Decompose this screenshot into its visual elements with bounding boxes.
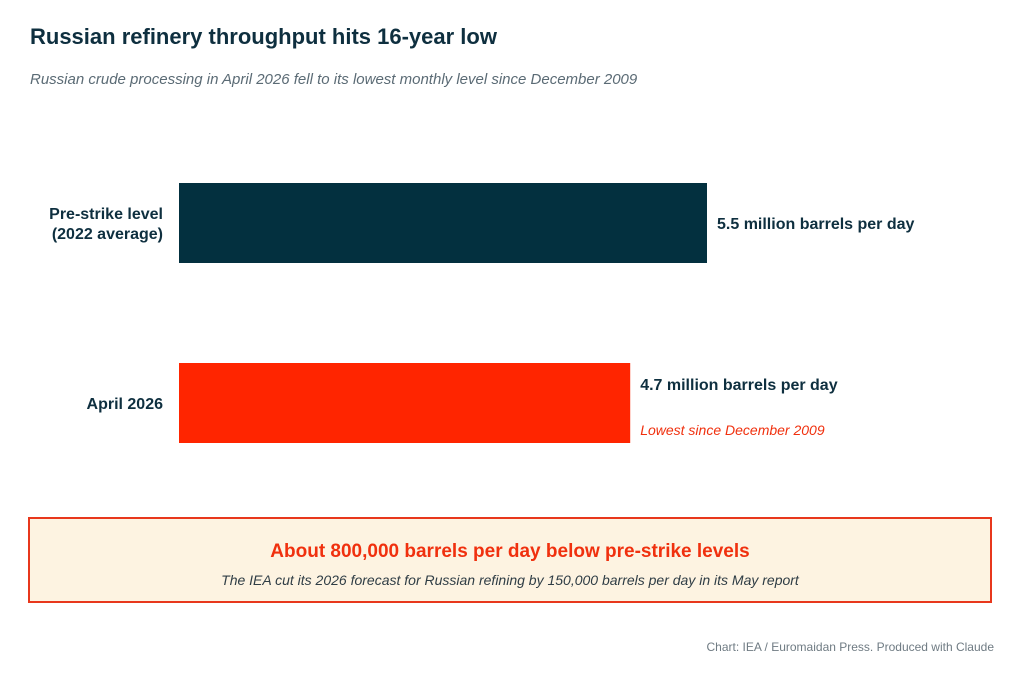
value-label: 5.5 million barrels per day: [717, 216, 915, 233]
bar: [179, 183, 707, 263]
bar: [179, 363, 631, 443]
bar-annotation: Lowest since December 2009: [640, 422, 825, 438]
chart-title: Russian refinery throughput hits 16-year…: [30, 24, 497, 49]
category-label: (2022 average): [52, 226, 163, 243]
category-label: Pre-strike level: [49, 206, 163, 223]
bar-chart: Pre-strike level (2022 average) 5.5 millio…: [49, 183, 915, 443]
category-label: April 2026: [87, 396, 164, 413]
value-label: 4.7 million barrels per day: [640, 377, 838, 394]
callout-headline: About 800,000 barrels per day below pre-…: [270, 541, 750, 562]
summary-callout: About 800,000 barrels per day below pre-…: [28, 517, 992, 603]
callout-detail: The IEA cut its 2026 forecast for Russia…: [221, 572, 799, 588]
source-note: Chart: IEA / Euromaidan Press. Produced …: [706, 640, 994, 654]
chart-subtitle: Russian crude processing in April 2026 f…: [30, 71, 638, 88]
